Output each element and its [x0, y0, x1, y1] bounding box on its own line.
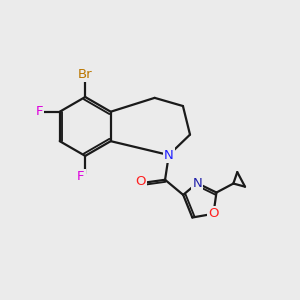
- Text: O: O: [136, 175, 146, 188]
- Text: N: N: [192, 177, 202, 190]
- Text: Br: Br: [78, 68, 92, 81]
- Text: F: F: [35, 105, 43, 118]
- Text: N: N: [164, 148, 174, 161]
- Text: F: F: [77, 170, 85, 183]
- Text: O: O: [208, 207, 219, 220]
